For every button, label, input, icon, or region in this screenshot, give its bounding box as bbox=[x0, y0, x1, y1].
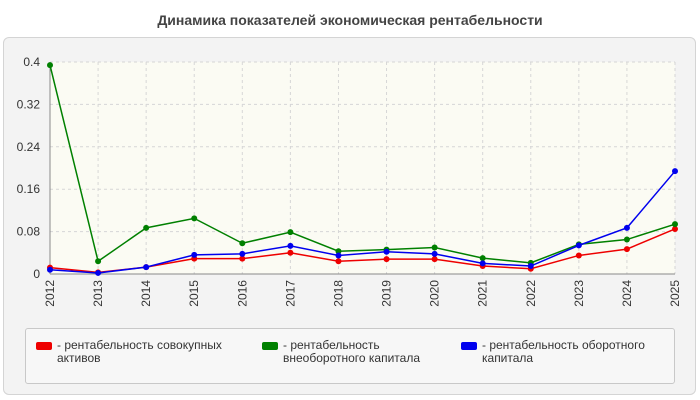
series-2-point bbox=[191, 215, 198, 222]
series-1-point bbox=[623, 246, 630, 253]
y-tick-label: 0 bbox=[33, 267, 40, 281]
series-3-point bbox=[431, 250, 438, 257]
x-tick-label: 2025 bbox=[668, 280, 682, 307]
y-tick-label: 0.32 bbox=[17, 97, 41, 111]
series-line-3 bbox=[49, 170, 676, 274]
series-3-point bbox=[191, 251, 198, 258]
series-3-point bbox=[239, 250, 246, 257]
series-3-point bbox=[287, 242, 294, 249]
y-tick-label: 0.4 bbox=[23, 55, 40, 69]
series-3-point bbox=[575, 242, 582, 249]
y-tick-label: 0.08 bbox=[17, 225, 41, 239]
series-line-2 bbox=[49, 65, 676, 264]
series-2-point bbox=[239, 240, 246, 247]
legend-item-working-capital: - рентабельность оборотного капитала bbox=[461, 339, 671, 365]
series-3-point bbox=[527, 263, 534, 270]
series-2-point bbox=[47, 62, 53, 69]
series-1-point bbox=[383, 256, 390, 263]
series-3-point bbox=[47, 266, 53, 273]
series-3-point bbox=[479, 260, 486, 267]
y-tick-label: 0.24 bbox=[17, 140, 41, 154]
x-tick-label: 2018 bbox=[331, 280, 345, 307]
x-tick-label: 2019 bbox=[380, 280, 394, 307]
series-3-point bbox=[143, 264, 150, 271]
series-2-point bbox=[479, 255, 486, 262]
y-tick-label: 0.16 bbox=[17, 182, 41, 196]
series-3-point bbox=[95, 269, 102, 276]
x-tick-label: 2022 bbox=[524, 280, 538, 307]
chart-legend: - рентабельность совокупных активов - ре… bbox=[25, 328, 675, 384]
legend-label-total-assets: - рентабельность совокупных активов bbox=[57, 338, 222, 365]
x-tick-label: 2013 bbox=[91, 280, 105, 307]
legend-label-noncurrent-capital: - рентабельность внеоборотного капитала bbox=[283, 338, 420, 365]
x-tick-label: 2015 bbox=[187, 280, 201, 307]
legend-swatch-noncurrent-capital bbox=[262, 342, 278, 350]
legend-swatch-total-assets bbox=[36, 342, 52, 350]
series-1-point bbox=[672, 225, 678, 232]
series-1-point bbox=[287, 249, 294, 256]
legend-item-total-assets: - рентабельность совокупных активов bbox=[36, 339, 246, 365]
series-2-point bbox=[335, 248, 342, 255]
series-2-point bbox=[431, 244, 438, 251]
x-tick-label: 2017 bbox=[283, 280, 297, 307]
series-2-point bbox=[672, 221, 678, 228]
series-3-point bbox=[383, 248, 390, 255]
series-2-point bbox=[143, 224, 150, 231]
series-1-point bbox=[575, 252, 582, 259]
series-2-point bbox=[287, 229, 294, 236]
series-3-point bbox=[335, 252, 342, 259]
series-2-point bbox=[623, 236, 630, 243]
series-1-point bbox=[431, 256, 438, 263]
series-1-point bbox=[239, 255, 246, 262]
x-tick-label: 2012 bbox=[43, 280, 57, 307]
plot-area bbox=[50, 62, 675, 274]
x-tick-label: 2014 bbox=[139, 280, 153, 307]
legend-label-working-capital: - рентабельность оборотного капитала bbox=[482, 338, 645, 365]
x-tick-label: 2016 bbox=[235, 280, 249, 307]
series-3-point bbox=[623, 224, 630, 231]
series-3-point bbox=[672, 168, 678, 175]
legend-swatch-working-capital bbox=[461, 342, 477, 350]
series-2-point bbox=[95, 258, 102, 265]
chart-title: Динамика показателей экономическая рента… bbox=[157, 12, 543, 28]
legend-item-noncurrent-capital: - рентабельность внеоборотного капитала bbox=[262, 339, 442, 365]
x-tick-label: 2024 bbox=[620, 280, 634, 307]
series-1-point bbox=[335, 258, 342, 265]
x-tick-label: 2020 bbox=[428, 280, 442, 307]
x-tick-label: 2021 bbox=[476, 280, 490, 307]
x-tick-label: 2023 bbox=[572, 280, 586, 307]
